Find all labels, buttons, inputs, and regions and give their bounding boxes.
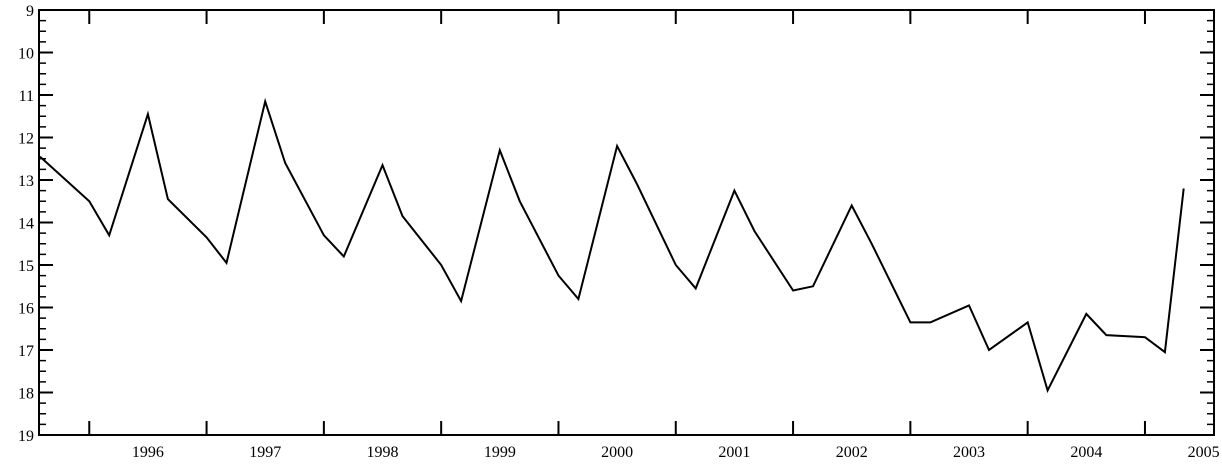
series-line (39, 97, 1185, 394)
x-tick-label: 2001 (718, 444, 750, 461)
y-tick-label: 15 (18, 258, 34, 275)
plot-frame (38, 9, 1215, 436)
x-tick-label: 2000 (601, 444, 633, 461)
x-tick-label: 1996 (132, 444, 164, 461)
y-tick-label: 12 (18, 131, 34, 148)
y-tick-label: 14 (18, 216, 34, 233)
x-tick-label: 2004 (1070, 444, 1102, 461)
y-tick-label: 9 (26, 3, 34, 20)
x-tick-label: 2005 (1188, 444, 1220, 461)
series-layer (39, 97, 1185, 394)
x-tick-label: 2003 (953, 444, 985, 461)
x-tick-label: 1999 (484, 444, 516, 461)
y-tick-label: 16 (18, 301, 34, 318)
x-tick-label: 1997 (249, 444, 281, 461)
y-tick-label: 17 (18, 343, 34, 360)
x-tick-label: 1998 (367, 444, 399, 461)
y-axis: 9 10 11 12 13 14 15 16 17 18 19 (18, 3, 1214, 445)
y-tick-label: 19 (18, 428, 34, 445)
y-tick-label: 13 (18, 173, 34, 190)
y-tick-label: 10 (18, 46, 34, 63)
y-tick-label: 11 (19, 88, 34, 105)
x-axis: 1996 1997 1998 1999 2000 2001 2002 2003 2004 2005 (88, 10, 1220, 461)
x-tick-label: 2002 (836, 444, 868, 461)
y-tick-label: 18 (18, 386, 34, 403)
